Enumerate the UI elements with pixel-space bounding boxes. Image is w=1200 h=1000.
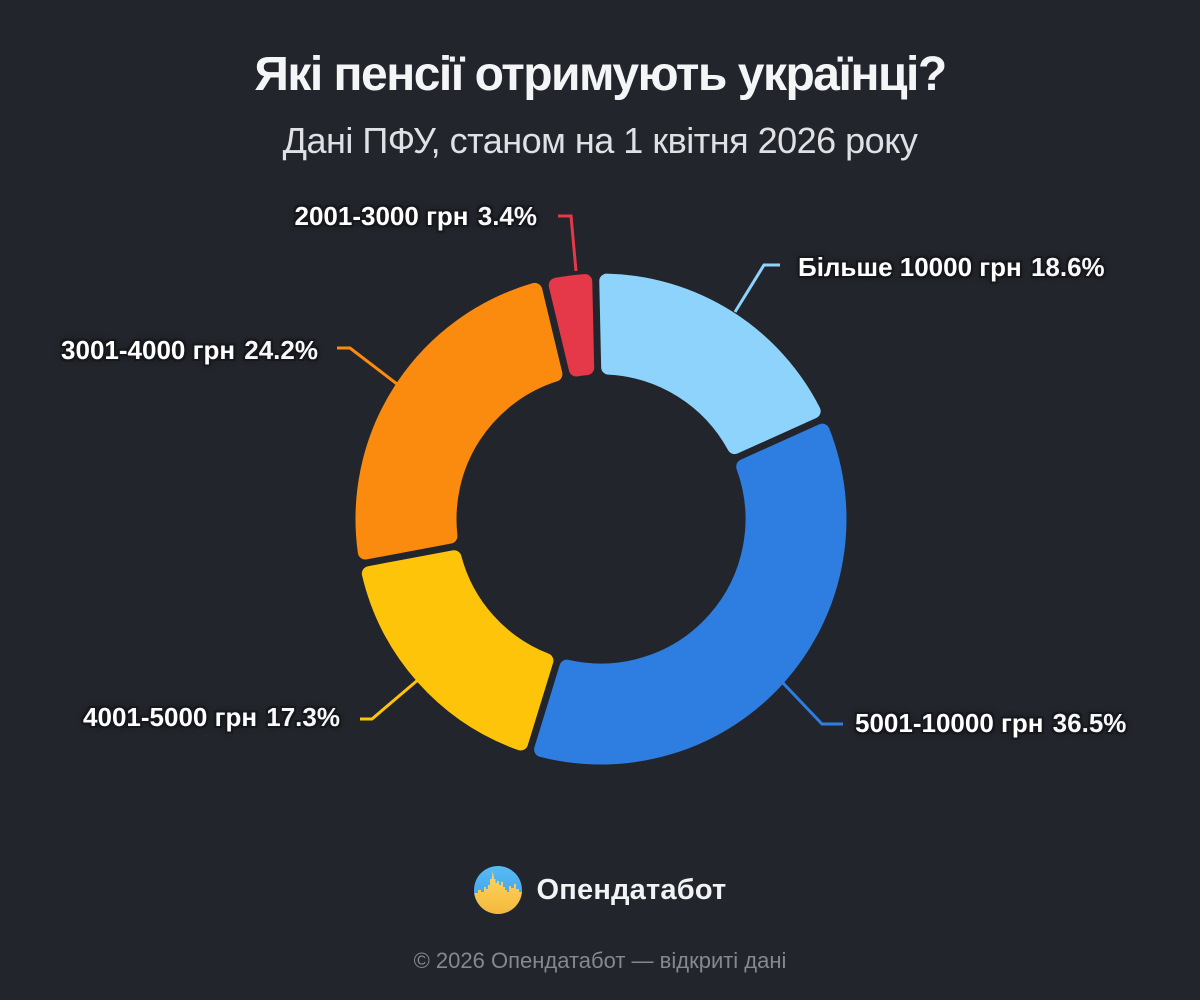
page-subtitle: Дані ПФУ, станом на 1 квітня 2026 року [282,120,918,161]
donut-segment-1-18.6% [599,273,821,455]
slice-range-3001-4000: 3001-4000 грн [61,335,236,365]
slice-pct-bilshe-10000: 18.6% [1030,252,1105,282]
slice-pct-4001-5000: 17.3% [266,702,340,732]
slice-label-3001-4000: 3001-4000 грн 24.2% [61,334,318,366]
connector-3001-4000 [337,346,398,386]
connector-2001-3000 [558,214,578,272]
footer-credit: © 2026 Опендатабот — відкриті дані [413,948,787,973]
donut-segment-3-17.3% [361,550,554,751]
slice-range-bilshe-10000: Більше 10000 грн [798,252,1022,282]
donut-segment-2-36.5% [534,423,847,765]
slice-pct-3001-4000: 24.2% [244,335,318,365]
page-title: Які пенсії отримують українці? [254,48,947,101]
slice-label-bilshe-10000: Більше 10000 грн 18.6% [798,251,1105,283]
donut-segment-0-3.4% [548,274,595,377]
slice-range-4001-5000: 4001-5000 грн [83,702,258,732]
donut-segments [355,273,847,765]
logo: Опендатабот [0,866,1200,914]
slice-label-2001-3000: 2001-3000 грн 3.4% [295,200,537,232]
slice-pct-2001-3000: 3.4% [477,201,537,231]
slice-pct-5001-10000: 36.5% [1052,708,1127,738]
connector-5001-10000 [781,681,843,726]
slice-label-5001-10000: 5001-10000 грн 36.5% [855,707,1126,739]
slice-range-2001-3000: 2001-3000 грн [294,201,469,231]
opendatabot-logo-icon [473,866,522,914]
logo-text: Опендатабот [536,873,727,906]
donut-segment-4-24.2% [355,282,563,560]
connector-4001-5000 [360,677,420,721]
slice-range-5001-10000: 5001-10000 грн [855,708,1044,738]
slice-label-4001-5000: 4001-5000 грн 17.3% [83,701,340,733]
connector-bilshe-10000 [733,263,780,313]
